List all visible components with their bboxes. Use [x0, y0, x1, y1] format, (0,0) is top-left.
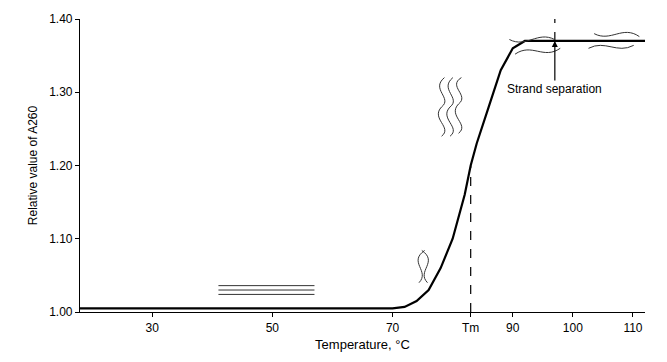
svg-text:110: 110 — [623, 321, 642, 335]
svg-text:1.20: 1.20 — [49, 159, 73, 173]
svg-text:70: 70 — [386, 321, 400, 335]
svg-text:1.30: 1.30 — [49, 85, 73, 99]
svg-text:90: 90 — [506, 321, 520, 335]
svg-text:Relative value of A260: Relative value of A260 — [26, 105, 40, 225]
svg-text:1.10: 1.10 — [49, 232, 73, 246]
svg-text:100: 100 — [563, 321, 583, 335]
svg-text:Temperature, °C: Temperature, °C — [315, 337, 410, 352]
svg-text:50: 50 — [266, 321, 280, 335]
svg-text:Strand separation: Strand separation — [507, 82, 602, 96]
svg-text:30: 30 — [145, 321, 159, 335]
svg-text:Tm: Tm — [462, 321, 479, 335]
svg-text:1.00: 1.00 — [49, 305, 73, 319]
svg-text:1.40: 1.40 — [49, 12, 73, 26]
